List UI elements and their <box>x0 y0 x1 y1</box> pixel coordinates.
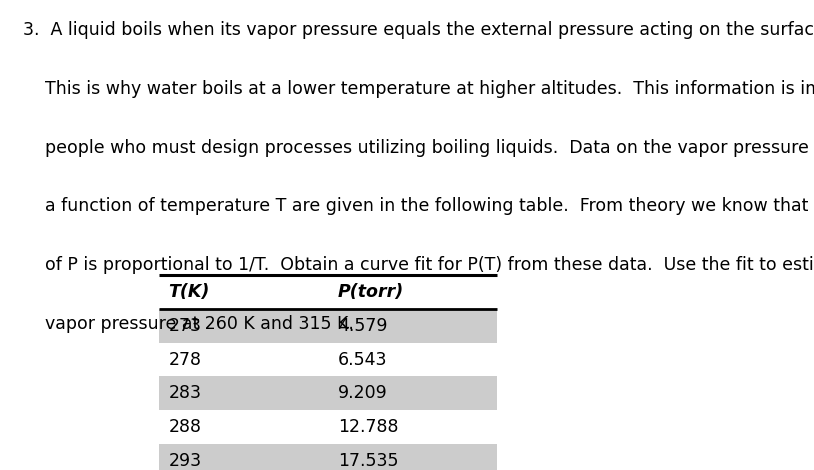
Text: P(torr): P(torr) <box>338 283 404 301</box>
Text: This is why water boils at a lower temperature at higher altitudes.  This inform: This is why water boils at a lower tempe… <box>23 80 814 98</box>
Text: people who must design processes utilizing boiling liquids.  Data on the vapor p: people who must design processes utilizi… <box>23 139 814 157</box>
Text: T(K): T(K) <box>168 283 210 301</box>
Text: 273: 273 <box>168 317 202 335</box>
Text: 278: 278 <box>168 351 202 368</box>
Text: 3.  A liquid boils when its vapor pressure equals the external pressure acting o: 3. A liquid boils when its vapor pressur… <box>23 21 814 39</box>
Text: 4.579: 4.579 <box>338 317 387 335</box>
Text: a function of temperature T are given in the following table.  From theory we kn: a function of temperature T are given in… <box>23 197 814 215</box>
Text: 293: 293 <box>168 452 202 470</box>
Text: 17.535: 17.535 <box>338 452 398 470</box>
Bar <box>159 376 497 410</box>
Text: 12.788: 12.788 <box>338 418 398 436</box>
Bar <box>159 444 497 470</box>
Text: 6.543: 6.543 <box>338 351 387 368</box>
Text: 283: 283 <box>168 384 202 402</box>
Text: 9.209: 9.209 <box>338 384 387 402</box>
Text: 288: 288 <box>168 418 202 436</box>
Bar <box>159 309 497 343</box>
Text: vapor pressure at 260 K and 315 K.: vapor pressure at 260 K and 315 K. <box>23 315 353 333</box>
Text: of P is proportional to 1/T.  Obtain a curve fit for P(T) from these data.  Use : of P is proportional to 1/T. Obtain a cu… <box>23 256 814 274</box>
